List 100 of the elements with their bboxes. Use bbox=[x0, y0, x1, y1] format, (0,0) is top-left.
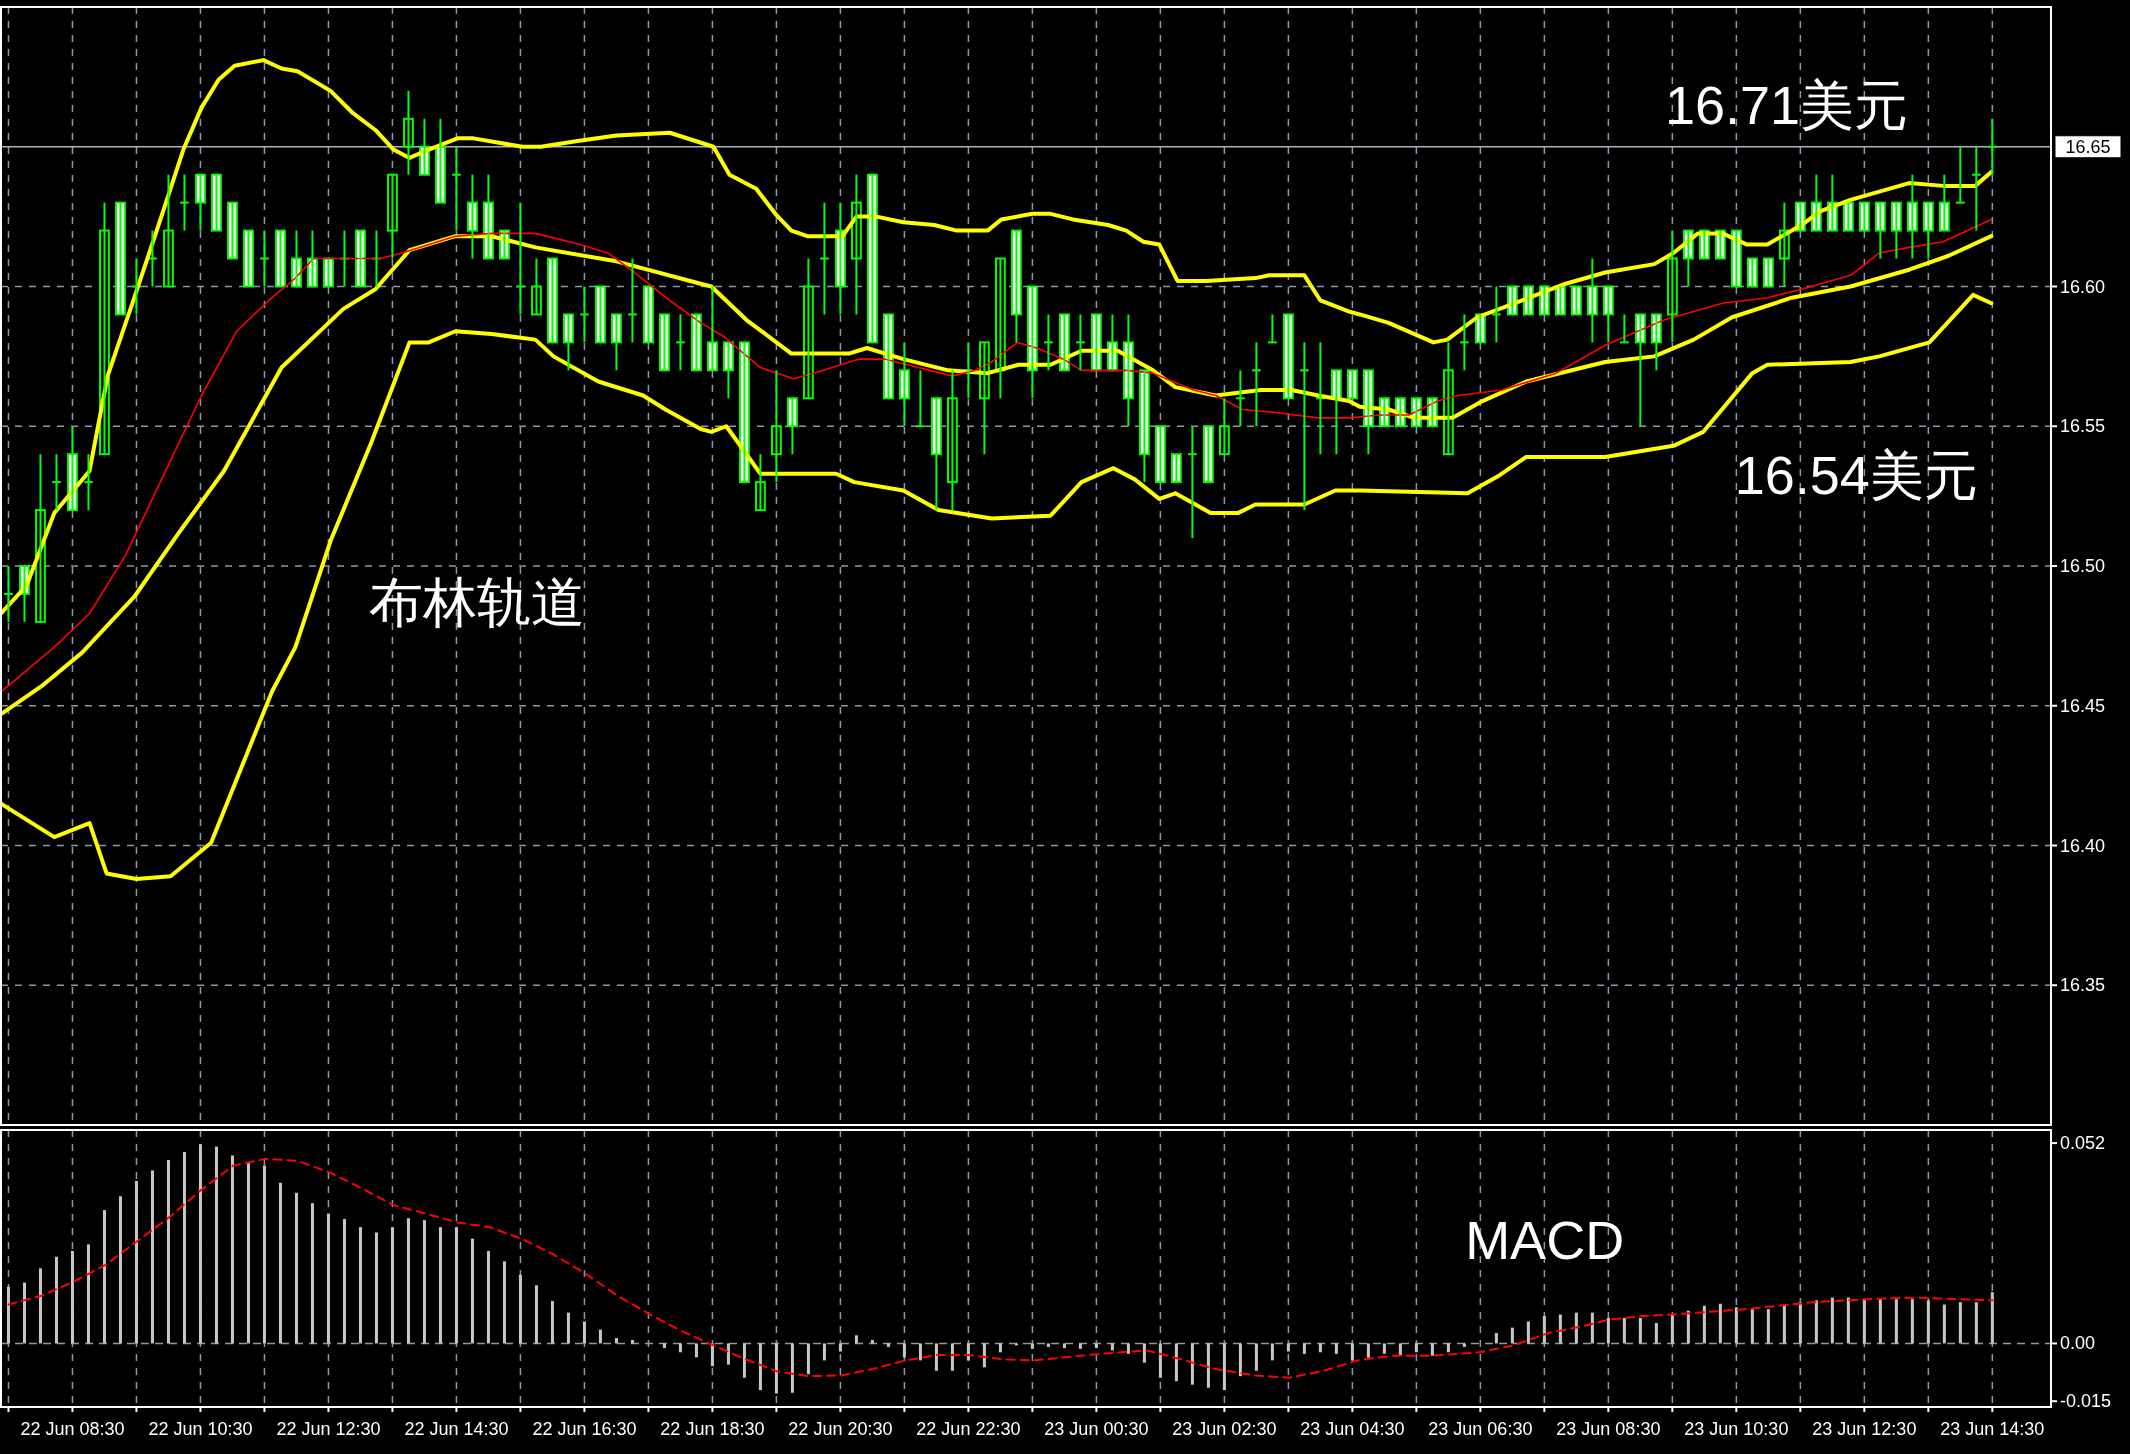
x-tick-label: 23 Jun 12:30 bbox=[1812, 1419, 1917, 1439]
bar bbox=[1526, 1321, 1530, 1344]
bar bbox=[1110, 1343, 1114, 1351]
bar bbox=[278, 1182, 282, 1344]
y-tick-label: 16.40 bbox=[2060, 835, 2106, 856]
bar bbox=[790, 1343, 794, 1393]
bar bbox=[1942, 1304, 1946, 1344]
y-tick-label: -0.015 bbox=[2060, 1391, 2112, 1412]
bar bbox=[598, 1329, 602, 1344]
bar bbox=[262, 1165, 266, 1344]
bar bbox=[294, 1192, 298, 1344]
x-tick-label: 23 Jun 06:30 bbox=[1428, 1419, 1533, 1439]
bar bbox=[1638, 1318, 1642, 1344]
bar bbox=[1542, 1316, 1546, 1344]
bar bbox=[1590, 1312, 1594, 1344]
candlestick bbox=[115, 201, 126, 316]
bar bbox=[1046, 1343, 1050, 1347]
bar bbox=[1142, 1343, 1146, 1363]
bar bbox=[1414, 1343, 1418, 1353]
bar bbox=[166, 1160, 170, 1344]
bar bbox=[470, 1238, 474, 1344]
bar bbox=[678, 1343, 682, 1353]
bar bbox=[1670, 1314, 1674, 1344]
candlestick bbox=[1154, 425, 1166, 484]
candlestick bbox=[1282, 313, 1294, 400]
bar bbox=[886, 1343, 890, 1347]
candlestick bbox=[595, 285, 606, 344]
bar bbox=[1798, 1302, 1802, 1344]
candlestick bbox=[1858, 201, 1870, 232]
candlestick bbox=[355, 229, 366, 288]
bar bbox=[214, 1146, 218, 1344]
bar bbox=[1814, 1300, 1818, 1344]
bar bbox=[1190, 1343, 1194, 1385]
bar bbox=[1926, 1300, 1930, 1344]
bar bbox=[806, 1343, 810, 1375]
bar bbox=[550, 1301, 554, 1344]
x-tick-label: 23 Jun 00:30 bbox=[1044, 1419, 1149, 1439]
bar bbox=[486, 1250, 490, 1344]
bar bbox=[230, 1155, 234, 1344]
bar bbox=[134, 1180, 138, 1344]
candlestick bbox=[227, 201, 238, 260]
x-tick-label: 23 Jun 14:30 bbox=[1940, 1419, 2045, 1439]
bar bbox=[694, 1343, 698, 1358]
bar bbox=[1126, 1343, 1130, 1354]
annotation: 16.54美元 bbox=[1734, 445, 1978, 506]
bar bbox=[822, 1343, 826, 1361]
bar bbox=[342, 1218, 346, 1344]
candlestick bbox=[323, 257, 334, 288]
bar bbox=[1462, 1343, 1466, 1347]
bar bbox=[1094, 1343, 1098, 1349]
bar bbox=[374, 1232, 378, 1344]
y-tick-label: 16.45 bbox=[2060, 695, 2106, 716]
x-tick-label: 23 Jun 02:30 bbox=[1172, 1419, 1277, 1439]
bar bbox=[54, 1256, 58, 1344]
candlestick bbox=[1554, 285, 1566, 316]
x-tick-label: 22 Jun 16:30 bbox=[532, 1419, 637, 1439]
x-tick-label: 23 Jun 08:30 bbox=[1556, 1419, 1661, 1439]
candlestick bbox=[1202, 425, 1214, 484]
bar bbox=[326, 1213, 330, 1344]
bar bbox=[1782, 1304, 1786, 1344]
bar bbox=[1574, 1312, 1578, 1344]
candlestick bbox=[275, 229, 286, 288]
candlestick bbox=[1091, 313, 1102, 372]
candlestick bbox=[691, 313, 702, 372]
bar bbox=[1510, 1327, 1514, 1344]
candlestick bbox=[1059, 313, 1070, 372]
bar bbox=[1622, 1318, 1626, 1344]
candlestick bbox=[1746, 257, 1758, 288]
bar bbox=[502, 1261, 506, 1344]
bar bbox=[86, 1244, 90, 1344]
bar bbox=[518, 1274, 522, 1344]
candlestick bbox=[243, 229, 254, 288]
bar bbox=[998, 1343, 1002, 1353]
candlestick bbox=[867, 173, 878, 344]
bar bbox=[422, 1220, 426, 1344]
x-tick-label: 22 Jun 10:30 bbox=[148, 1419, 253, 1439]
bar bbox=[630, 1339, 634, 1344]
bar bbox=[358, 1227, 362, 1344]
bar bbox=[6, 1286, 10, 1344]
y-tick-label: 0.00 bbox=[2060, 1333, 2096, 1354]
candlestick bbox=[211, 173, 222, 232]
bar bbox=[1078, 1343, 1082, 1349]
bar bbox=[1366, 1343, 1370, 1358]
annotation: 布林轨道 bbox=[368, 571, 585, 632]
bar bbox=[1910, 1299, 1914, 1344]
bar bbox=[1702, 1305, 1706, 1344]
bar bbox=[1302, 1343, 1306, 1354]
y-tick-label: 16.55 bbox=[2060, 416, 2106, 437]
bar bbox=[406, 1218, 410, 1344]
bar bbox=[774, 1343, 778, 1394]
candlestick bbox=[1474, 313, 1486, 344]
candlestick bbox=[1714, 229, 1726, 260]
bar bbox=[1238, 1343, 1242, 1377]
candlestick bbox=[1570, 285, 1582, 316]
x-tick-label: 22 Jun 22:30 bbox=[916, 1419, 1021, 1439]
y-tick-label: 16.50 bbox=[2060, 556, 2106, 576]
bar bbox=[1206, 1343, 1210, 1388]
candlestick bbox=[547, 257, 558, 344]
bar bbox=[1382, 1343, 1386, 1354]
bar bbox=[1334, 1343, 1338, 1354]
